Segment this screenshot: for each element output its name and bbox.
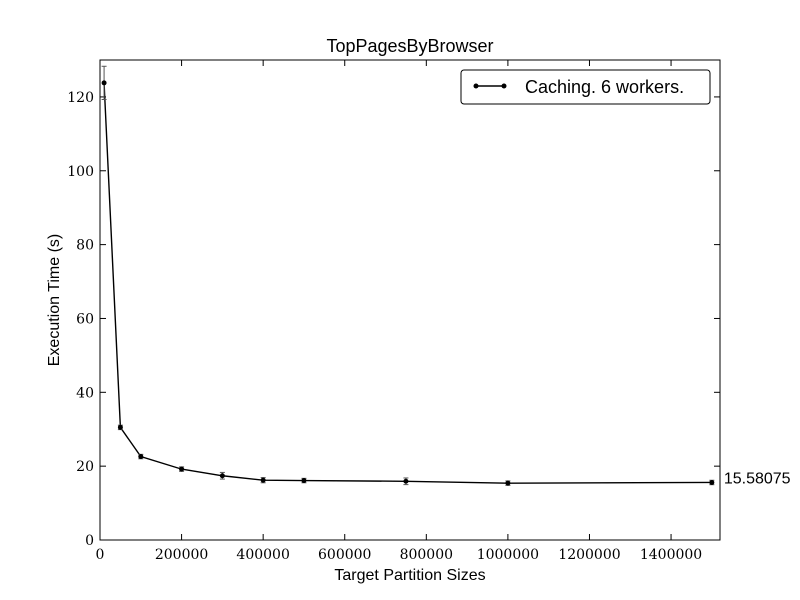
x-tick-label: 600000: [318, 547, 371, 563]
data-point: [219, 473, 225, 479]
x-tick-label: 400000: [236, 547, 289, 563]
series-layer: [101, 65, 715, 486]
data-point: [709, 479, 715, 485]
legend-box: [460, 69, 711, 105]
x-tick-label: 1400000: [640, 547, 702, 563]
data-point: [505, 480, 511, 486]
x-tick-label: 0: [96, 547, 105, 563]
data-point: [403, 478, 409, 484]
legend-marker-right: [501, 83, 507, 89]
data-point: [301, 478, 307, 484]
y-tick-label: 100: [67, 164, 94, 180]
series-line: [103, 82, 712, 484]
x-tick-label: 1200000: [558, 547, 620, 563]
y-axis-label: Execution Time (s): [46, 234, 63, 366]
plot-area: [99, 59, 721, 541]
y-tick-label: 80: [76, 238, 94, 254]
legend-marker-left: [473, 83, 479, 89]
x-axis-label: Target Partition Sizes: [334, 567, 485, 584]
legend-entry-label: Caching. 6 workers.: [525, 77, 684, 97]
x-tick-label: 200000: [155, 547, 208, 563]
data-point: [117, 424, 123, 430]
y-axis: 0 20 40 60 80 100 120: [67, 90, 720, 549]
data-point: [101, 80, 107, 86]
y-tick-label: 60: [76, 311, 94, 327]
x-tick-label: 1000000: [477, 547, 539, 563]
y-tick-label: 20: [76, 459, 94, 475]
x-tick-label: 800000: [400, 547, 453, 563]
y-tick-label: 120: [67, 90, 94, 106]
data-point: [179, 466, 185, 472]
value-annotation: 15.58075: [724, 470, 791, 487]
legend: Caching. 6 workers.: [460, 69, 711, 105]
x-axis: 0 200000 400000 600000 800000 1000000 1200000 1…: [96, 60, 702, 563]
data-point: [138, 454, 144, 460]
y-tick-label: 40: [76, 385, 94, 401]
chart-title: TopPagesByBrowser: [326, 36, 493, 56]
annotation-layer: 15.58075: [724, 470, 791, 487]
plot-frame: [99, 59, 721, 541]
y-tick-label: 0: [85, 533, 94, 549]
data-point: [260, 477, 266, 483]
